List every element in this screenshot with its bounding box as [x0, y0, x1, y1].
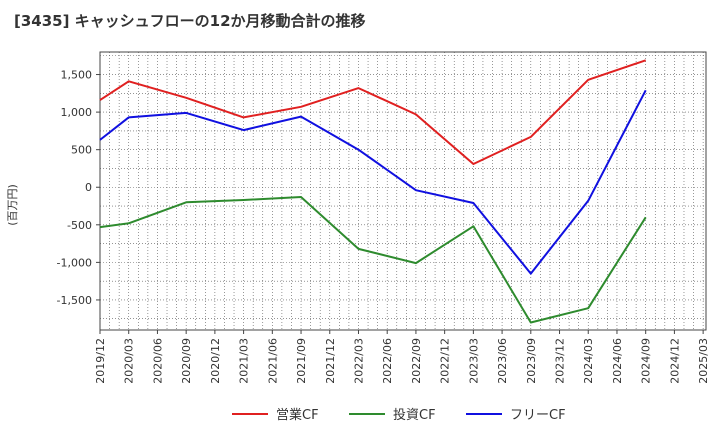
x-tick-label: 2022/09	[410, 338, 423, 384]
y-axis-ticks: 1,500 1,000 500 0 -500 -1,000 -1,500	[57, 69, 100, 307]
legend-label: フリーCF	[510, 408, 566, 423]
y-tick-label: -500	[67, 219, 92, 232]
y-tick-label: 1,000	[61, 106, 93, 119]
y-tick-label: -1,500	[57, 294, 92, 307]
chart-title: [3435] キャッシュフローの12か月移動合計の推移	[14, 12, 366, 30]
x-tick-label: 2024/03	[582, 338, 595, 384]
x-tick-label: 2023/03	[467, 338, 480, 384]
x-tick-label: 2022/03	[352, 338, 365, 384]
x-tick-label: 2025/03	[697, 338, 710, 384]
plot-area	[99, 51, 707, 331]
x-tick-label: 2022/12	[439, 338, 452, 384]
x-tick-label: 2023/12	[554, 338, 567, 384]
x-tick-label: 2024/12	[668, 338, 681, 384]
x-tick-label: 2019/12	[94, 338, 107, 384]
x-tick-label: 2024/06	[611, 338, 624, 384]
series-lines	[99, 59, 647, 324]
x-tick-label: 2020/09	[180, 338, 193, 384]
x-tick-label: 2021/06	[266, 338, 279, 384]
series-line-営業CF	[99, 59, 647, 165]
x-tick-label: 2024/09	[640, 338, 653, 384]
y-tick-label: -1,000	[57, 256, 92, 269]
y-axis-label: (百万円)	[6, 184, 19, 226]
x-axis-ticks: 2019/12 2020/03 2020/06 2020/09 2020/12 2021/…	[94, 330, 710, 384]
y-tick-label: 0	[85, 181, 92, 194]
x-tick-label: 2022/06	[381, 338, 394, 384]
legend-label: 営業CF	[276, 407, 319, 423]
x-tick-label: 2020/03	[123, 338, 136, 384]
series-line-投資CF	[99, 196, 647, 324]
x-tick-label: 2023/09	[525, 338, 538, 384]
x-tick-label: 2020/12	[209, 338, 222, 384]
y-tick-label: 1,500	[61, 69, 93, 82]
grid-lines	[100, 52, 706, 330]
x-tick-label: 2023/06	[496, 338, 509, 384]
legend-label: 投資CF	[393, 407, 436, 423]
series-line-フリーCF	[99, 89, 647, 275]
x-tick-label: 2021/09	[295, 338, 308, 384]
x-tick-label: 2021/12	[324, 338, 337, 384]
x-tick-label: 2021/03	[238, 338, 251, 384]
y-tick-label: 500	[71, 144, 92, 157]
legend: 営業CF 投資CF フリーCF	[232, 407, 566, 423]
x-tick-label: 2020/06	[151, 338, 164, 384]
